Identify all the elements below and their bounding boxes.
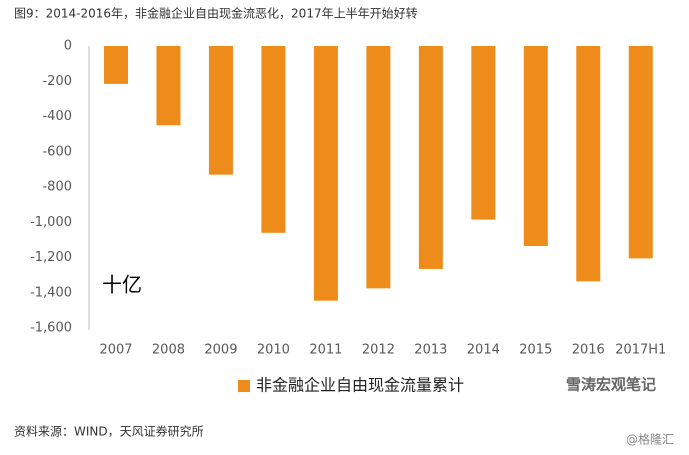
x-tick-label: 2014: [467, 343, 500, 358]
bar: [523, 46, 548, 247]
y-tick-label: -200: [42, 74, 72, 89]
x-tick-label: 2008: [152, 343, 185, 358]
x-tick-label: 2013: [414, 343, 447, 358]
unit-annotation: 十亿: [102, 273, 142, 297]
source-note: 资料来源：WIND，天风证券研究所: [14, 424, 204, 439]
y-tick-label: 0: [64, 39, 72, 54]
bar: [261, 46, 286, 233]
x-tick-label: 2010: [257, 343, 290, 358]
legend-swatch: [238, 380, 250, 392]
y-tick-label: -400: [42, 109, 72, 124]
x-tick-label: 2017H1: [615, 343, 666, 358]
bar: [313, 46, 338, 301]
watermark: 雪涛宏观笔记: [566, 376, 656, 394]
x-tick-label: 2007: [99, 343, 132, 358]
x-tick-label: 2009: [204, 343, 237, 358]
chart-title: 图9：2014-2016年，非金融企业自由现金流恶化，2017年上半年开始好转: [14, 6, 418, 21]
y-tick-label: -1,600: [30, 321, 72, 336]
watermark: @格隆汇: [626, 432, 674, 447]
x-tick-label: 2015: [519, 343, 552, 358]
bar: [366, 46, 391, 289]
x-tick-label: 2016: [572, 343, 605, 358]
x-tick-label: 2012: [362, 343, 395, 358]
legend-label: 非金融企业自由现金流量累计: [256, 376, 464, 395]
bar: [576, 46, 601, 282]
bar: [471, 46, 496, 220]
y-tick-label: -800: [42, 180, 72, 195]
bar: [208, 46, 233, 175]
y-tick-label: -1,400: [30, 285, 72, 300]
bar: [103, 46, 128, 84]
bar: [156, 46, 181, 126]
y-tick-label: -1,000: [30, 215, 72, 230]
bar: [418, 46, 443, 269]
x-tick-label: 2011: [309, 343, 342, 358]
y-tick-label: -600: [42, 144, 72, 159]
y-tick-label: -1,200: [30, 250, 72, 265]
bar: [628, 46, 653, 259]
